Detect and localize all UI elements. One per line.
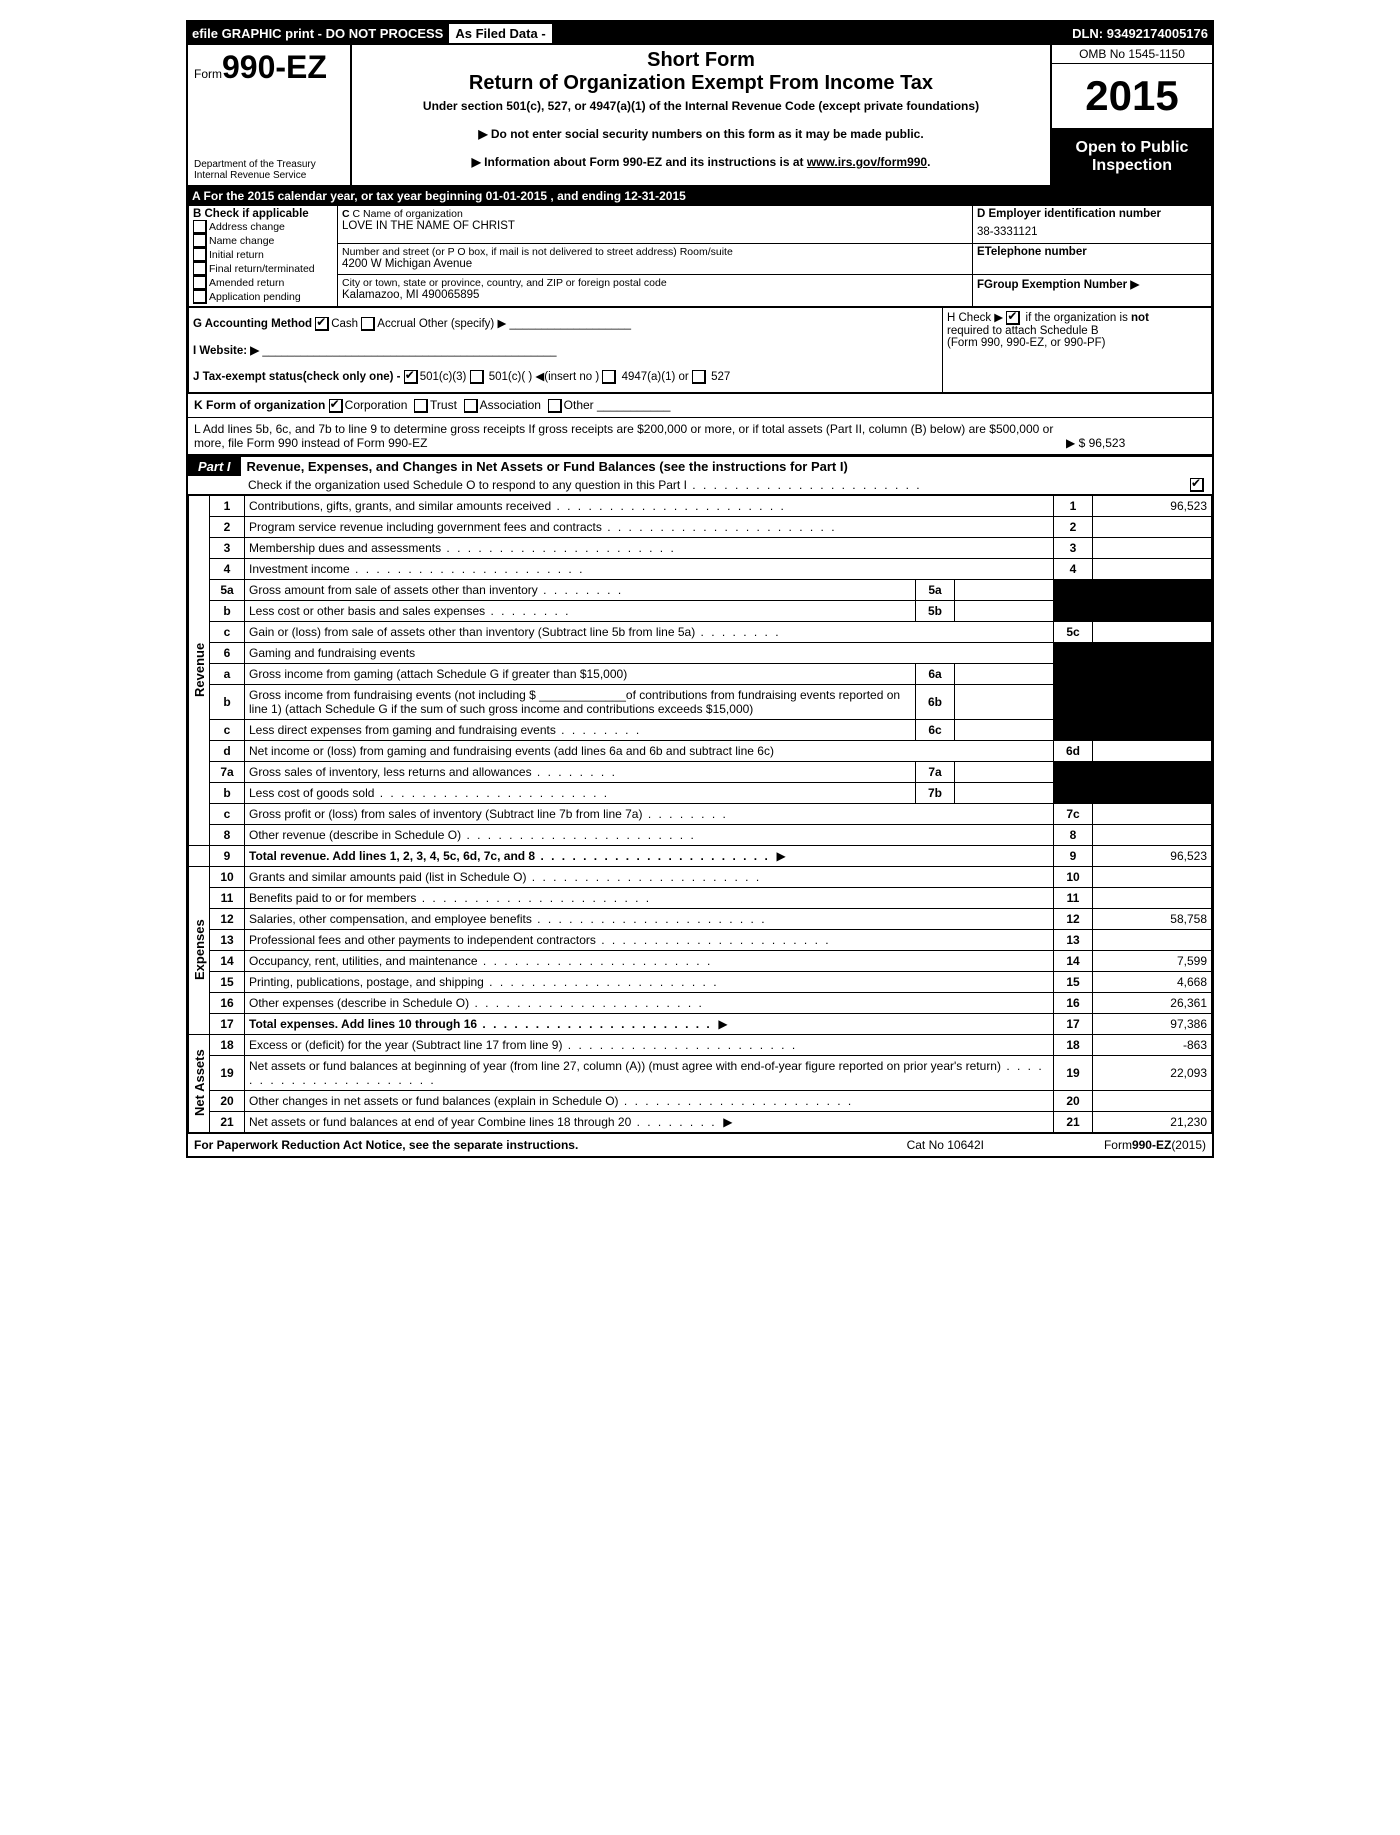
ghij-table: G Accounting Method Cash Accrual Other (…	[188, 307, 1212, 393]
check-sched-o[interactable]	[1190, 478, 1204, 492]
irs-link[interactable]: www.irs.gov/form990	[807, 155, 927, 169]
footer-left: For Paperwork Reduction Act Notice, see …	[194, 1138, 578, 1152]
check-corp[interactable]	[329, 399, 343, 413]
val-17: 97,386	[1093, 1013, 1212, 1034]
val-2	[1093, 516, 1212, 537]
val-8	[1093, 824, 1212, 845]
section-a: A For the 2015 calendar year, or tax yea…	[188, 187, 1212, 205]
val-19: 22,093	[1093, 1055, 1212, 1090]
val-12: 58,758	[1093, 908, 1212, 929]
form-page: efile GRAPHIC print - DO NOT PROCESS As …	[186, 20, 1214, 1158]
val-13	[1093, 929, 1212, 950]
header-right: OMB No 1545-1150 2015 Open to Public Ins…	[1050, 45, 1212, 185]
gross-receipts: ▶ $ 96,523	[1066, 436, 1206, 450]
val-7a	[955, 761, 1054, 782]
section-b: B Check if applicable Address change Nam…	[189, 206, 338, 307]
side-revenue: Revenue	[189, 495, 210, 845]
dept-info: Department of the Treasury Internal Reve…	[194, 159, 344, 181]
side-net-assets: Net Assets	[189, 1034, 210, 1132]
val-4	[1093, 558, 1212, 579]
dln: DLN: 93492174005176	[1072, 26, 1208, 41]
part1-header: Part I Revenue, Expenses, and Changes in…	[188, 455, 1212, 476]
as-filed-box: As Filed Data -	[449, 24, 551, 43]
check-initial[interactable]	[193, 248, 207, 262]
val-7c	[1093, 803, 1212, 824]
part1-title: Revenue, Expenses, and Changes in Net As…	[241, 457, 854, 476]
val-7b	[955, 782, 1054, 803]
section-e: ETelephone number	[973, 244, 1212, 275]
val-18: -863	[1093, 1034, 1212, 1055]
val-6c	[955, 719, 1054, 740]
val-6d	[1093, 740, 1212, 761]
title-line1: Short Form	[362, 49, 1040, 72]
check-accrual[interactable]	[361, 317, 375, 331]
form-number: Form990-EZ	[194, 49, 344, 86]
check-assoc[interactable]	[464, 399, 478, 413]
section-l: L Add lines 5b, 6c, and 7b to line 9 to …	[188, 417, 1212, 455]
side-expenses: Expenses	[189, 866, 210, 1034]
val-20	[1093, 1090, 1212, 1111]
note1: ▶ Do not enter social security numbers o…	[362, 127, 1040, 141]
val-14: 7,599	[1093, 950, 1212, 971]
section-f: FGroup Exemption Number ▶	[973, 275, 1212, 307]
section-c-name: C C Name of organization LOVE IN THE NAM…	[338, 206, 973, 244]
check-other-org[interactable]	[548, 399, 562, 413]
efile-label: efile GRAPHIC print - DO NOT PROCESS	[192, 26, 443, 41]
section-c-street: Number and street (or P O box, if mail i…	[338, 244, 973, 275]
section-h: H Check ▶ if the organization is not req…	[943, 308, 1212, 393]
val-5a	[955, 579, 1054, 600]
val-1: 96,523	[1093, 495, 1212, 516]
check-amended[interactable]	[193, 276, 207, 290]
val-5c	[1093, 621, 1212, 642]
lines-table: Revenue 1 Contributions, gifts, grants, …	[188, 495, 1212, 1133]
check-final[interactable]	[193, 262, 207, 276]
info-table: B Check if applicable Address change Nam…	[188, 205, 1212, 307]
section-g-i-j: G Accounting Method Cash Accrual Other (…	[189, 308, 943, 393]
check-pending[interactable]	[193, 290, 207, 304]
val-6a	[955, 663, 1054, 684]
part1-label: Part I	[188, 457, 241, 476]
check-cash[interactable]	[315, 317, 329, 331]
omb-number: OMB No 1545-1150	[1052, 45, 1212, 64]
check-527[interactable]	[692, 370, 706, 384]
check-501c[interactable]	[470, 370, 484, 384]
footer: For Paperwork Reduction Act Notice, see …	[188, 1133, 1212, 1156]
header-center: Short Form Return of Organization Exempt…	[352, 45, 1050, 185]
check-address[interactable]	[193, 220, 207, 234]
part1-sub: Check if the organization used Schedule …	[188, 476, 1212, 495]
footer-right: Form990-EZ(2015)	[1104, 1138, 1206, 1152]
open-public-badge: Open to Public Inspection	[1052, 129, 1212, 185]
section-c-city: City or town, state or province, country…	[338, 275, 973, 307]
footer-center: Cat No 10642I	[907, 1138, 984, 1152]
val-15: 4,668	[1093, 971, 1212, 992]
header-left: Form990-EZ Department of the Treasury In…	[188, 45, 352, 185]
check-501c3[interactable]	[404, 370, 418, 384]
note2: ▶ Information about Form 990-EZ and its …	[362, 155, 1040, 169]
val-16: 26,361	[1093, 992, 1212, 1013]
subtitle: Under section 501(c), 527, or 4947(a)(1)…	[362, 99, 1040, 113]
top-bar: efile GRAPHIC print - DO NOT PROCESS As …	[188, 22, 1212, 45]
val-6b	[955, 684, 1054, 719]
val-21: 21,230	[1093, 1111, 1212, 1132]
tax-year: 2015	[1052, 64, 1212, 129]
title-line2: Return of Organization Exempt From Incom…	[362, 72, 1040, 95]
val-9: 96,523	[1093, 845, 1212, 866]
check-name[interactable]	[193, 234, 207, 248]
section-d: D Employer identification number 38-3331…	[973, 206, 1212, 244]
section-k: K Form of organization Corporation Trust…	[188, 393, 1212, 417]
header: Form990-EZ Department of the Treasury In…	[188, 45, 1212, 187]
check-trust[interactable]	[414, 399, 428, 413]
val-10	[1093, 866, 1212, 887]
val-5b	[955, 600, 1054, 621]
val-3	[1093, 537, 1212, 558]
check-sched-b[interactable]	[1006, 311, 1020, 325]
check-4947[interactable]	[602, 370, 616, 384]
val-11	[1093, 887, 1212, 908]
